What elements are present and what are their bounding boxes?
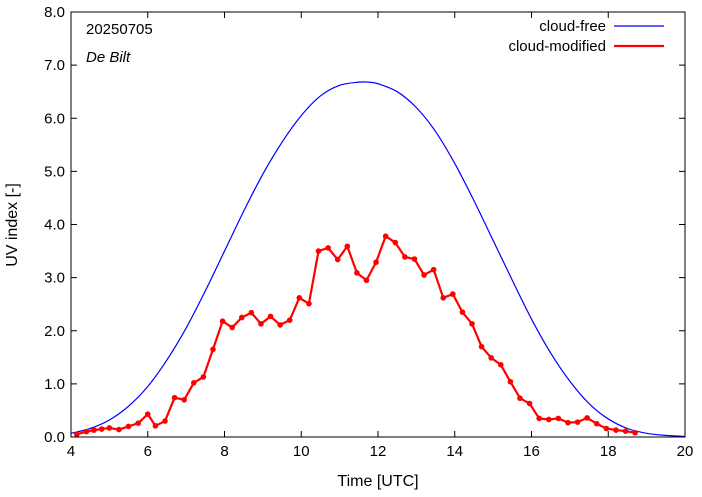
y-tick-label: 3.0 <box>44 270 65 287</box>
y-tick-label: 8.0 <box>44 4 65 21</box>
x-tick-label: 12 <box>370 443 387 460</box>
data-point <box>622 428 629 434</box>
data-point <box>210 346 216 353</box>
data-point <box>238 314 245 321</box>
data-point <box>373 259 379 266</box>
data-point <box>632 429 638 436</box>
data-point <box>545 416 552 423</box>
data-point <box>363 277 370 284</box>
data-point <box>344 243 351 250</box>
data-point <box>162 418 168 424</box>
x-tick-label: 20 <box>677 443 694 460</box>
x-tick-label: 4 <box>67 443 75 460</box>
y-tick-label: 1.0 <box>44 376 65 393</box>
x-tick-label: 14 <box>446 443 463 460</box>
x-axis-title: Time [UTC] <box>337 473 418 490</box>
data-point <box>430 266 437 273</box>
data-point <box>144 411 151 417</box>
data-point <box>421 272 427 278</box>
y-tick-label: 0.0 <box>44 429 65 446</box>
y-axis-title: UV index [-] <box>4 183 21 267</box>
data-point <box>191 380 197 386</box>
data-point <box>219 318 226 324</box>
data-point <box>171 394 178 401</box>
x-tick-label: 6 <box>144 443 152 460</box>
x-tick-label: 10 <box>293 443 310 460</box>
data-point <box>306 300 312 307</box>
data-point <box>392 239 399 246</box>
data-point <box>459 309 466 315</box>
data-point <box>488 355 495 361</box>
data-point <box>555 415 562 422</box>
data-point <box>440 295 447 301</box>
x-tick-label: 18 <box>600 443 617 460</box>
data-point <box>334 256 341 263</box>
data-point <box>382 233 389 239</box>
data-point <box>613 427 619 433</box>
data-point <box>135 420 141 426</box>
y-tick-label: 6.0 <box>44 110 65 127</box>
data-point <box>325 245 331 251</box>
y-tick-label: 7.0 <box>44 57 65 74</box>
data-point <box>98 426 105 432</box>
data-point <box>152 423 159 429</box>
data-point <box>450 291 456 297</box>
data-point <box>91 427 97 433</box>
data-point <box>258 321 264 327</box>
series-line-cloud-free <box>70 81 686 438</box>
legend: cloud-free cloud-modified <box>508 18 664 55</box>
data-point <box>83 428 90 435</box>
data-point <box>526 400 533 407</box>
axis-ticks: 4 6 8 10 12 14 16 18 20 0.0 1.0 2.0 3.0 4.0 5.0 6.0 7.0 8… <box>44 4 693 460</box>
data-point <box>593 420 600 427</box>
data-point <box>478 343 485 350</box>
plot-frame <box>70 11 686 438</box>
data-point <box>574 419 581 425</box>
data-point <box>286 317 293 323</box>
data-point <box>517 395 523 402</box>
y-tick-label: 5.0 <box>44 163 65 180</box>
series-cloud-modified <box>73 233 638 438</box>
data-point <box>603 425 610 432</box>
data-point <box>106 425 113 431</box>
data-point <box>296 295 303 301</box>
data-point <box>277 322 283 328</box>
date-annotation: 20250705 <box>86 21 153 38</box>
data-point <box>354 270 360 276</box>
data-point <box>267 313 274 320</box>
data-point <box>402 254 408 260</box>
data-point <box>536 415 542 422</box>
data-point <box>181 397 188 403</box>
data-point <box>116 426 122 433</box>
data-point <box>584 415 590 421</box>
data-point <box>125 423 132 430</box>
location-annotation: De Bilt <box>86 49 131 66</box>
data-point <box>229 324 235 331</box>
data-point <box>565 419 571 426</box>
y-tick-label: 4.0 <box>44 217 65 234</box>
data-point <box>507 378 514 385</box>
x-tick-label: 8 <box>220 443 228 460</box>
data-point <box>411 256 418 262</box>
data-point <box>248 309 255 316</box>
y-tick-label: 2.0 <box>44 323 65 340</box>
legend-label-cloud-modified: cloud-modified <box>508 38 606 55</box>
data-point <box>315 248 322 254</box>
series-layer <box>70 81 686 438</box>
series-cloud-free <box>70 81 686 438</box>
data-point <box>469 321 475 327</box>
data-point <box>73 431 80 438</box>
data-point <box>498 361 504 368</box>
data-point <box>200 374 207 380</box>
x-tick-label: 16 <box>523 443 540 460</box>
legend-label-cloud-free: cloud-free <box>539 18 606 35</box>
